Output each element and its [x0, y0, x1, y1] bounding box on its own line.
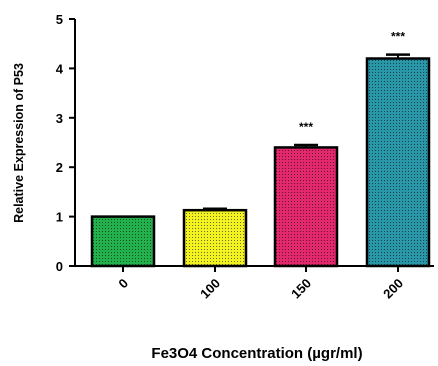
- error-bar-100: [203, 207, 227, 211]
- y-tick-label: 5: [56, 12, 63, 27]
- y-axis-title: Relative Expression of P53: [12, 63, 26, 223]
- error-bar-150: [294, 143, 318, 148]
- error-bar-200: [386, 53, 410, 59]
- significance-label-150: ***: [299, 120, 313, 134]
- error-bars-layer: [203, 53, 410, 211]
- axes-layer: [74, 19, 434, 267]
- y-tick-label: 4: [56, 61, 64, 76]
- bar-outline: [182, 208, 248, 268]
- bars-layer: [90, 57, 431, 268]
- bar-outline: [90, 215, 156, 268]
- y-ticks-layer: 0 1 2 3 4 5: [56, 12, 75, 274]
- y-tick-label: 2: [56, 160, 63, 175]
- bar-0: [90, 215, 156, 268]
- y-tick-label: 1: [56, 210, 63, 225]
- x-tick-label: 0: [115, 276, 131, 292]
- bar-outline: [365, 57, 431, 268]
- significance-label-200: ***: [391, 30, 405, 44]
- x-ticks-layer: 0 100 150 200: [115, 266, 406, 301]
- bar-outline: [273, 146, 339, 268]
- y-tick-label: 0: [56, 259, 63, 274]
- bar-100: [182, 208, 248, 268]
- significance-layer: *** ***: [299, 30, 405, 134]
- x-tick-label: 150: [288, 276, 314, 302]
- x-tick-label: 100: [197, 276, 223, 302]
- bar-150: [273, 146, 339, 268]
- bar-200: [365, 57, 431, 268]
- x-axis-title: Fe3O4 Concentration (µgr/ml): [151, 345, 362, 362]
- y-tick-label: 3: [56, 111, 63, 126]
- x-tick-label: 200: [380, 276, 406, 302]
